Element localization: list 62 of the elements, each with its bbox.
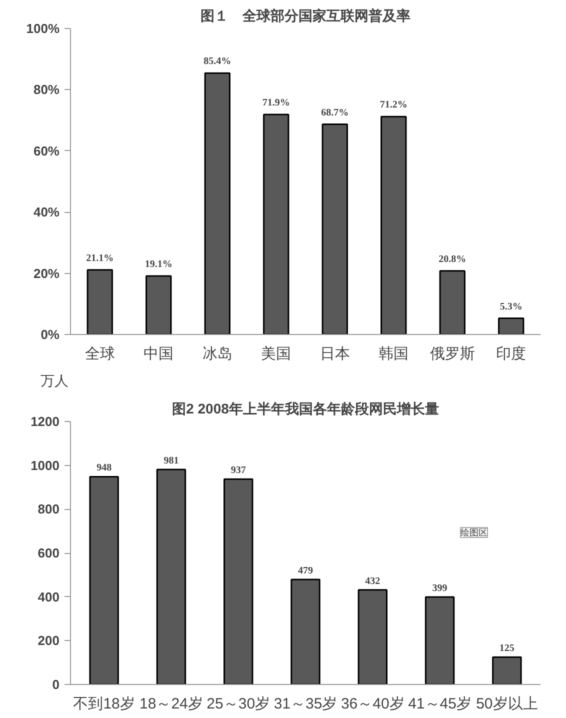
chart-title: 图１ 全球部分国家互联网普及率: [200, 8, 410, 24]
data-label: 399: [432, 583, 448, 594]
annotation: 绘图区: [460, 528, 488, 538]
y-tick-label: 40%: [33, 204, 60, 220]
bar: [290, 578, 320, 684]
y-tick-label: 1000: [30, 458, 60, 473]
bar: [204, 72, 230, 334]
data-label: 948: [96, 462, 112, 474]
y-tick-label: 400: [38, 589, 60, 604]
bar: [224, 478, 254, 684]
data-label: 479: [298, 566, 313, 577]
bar: [156, 468, 186, 684]
data-label: 20.8%: [438, 254, 466, 265]
bar: [498, 318, 524, 334]
bar: [263, 114, 290, 334]
bar: [146, 275, 172, 334]
y-axis-title: 万人: [40, 372, 68, 388]
x-tick-label: 美国: [261, 346, 292, 362]
x-tick-label: 中国: [144, 346, 174, 362]
x-tick-label: 36～40岁: [340, 696, 404, 712]
data-label: 71.9%: [262, 97, 290, 108]
data-label: 432: [365, 576, 380, 587]
y-tick-label: 100%: [26, 21, 60, 36]
y-tick-label: 200: [38, 633, 60, 648]
x-tick-label: 印度: [496, 346, 526, 362]
x-tick-label: 41～45岁: [408, 696, 472, 712]
bar: [322, 124, 348, 334]
x-tick-label: 日本: [320, 346, 350, 362]
data-label: 125: [499, 643, 514, 654]
data-label: 981: [164, 455, 179, 466]
data-label: 68.7%: [321, 107, 349, 118]
x-tick-label: 31～35岁: [274, 696, 338, 712]
bar: [380, 116, 407, 334]
y-tick-label: 20%: [33, 266, 60, 281]
data-label: 21.1%: [86, 252, 114, 264]
x-tick-label: 25～30岁: [206, 696, 270, 712]
data-label: 19.1%: [144, 259, 172, 270]
chart-title: 图2 2008年上半年我国各年龄段网民增长量: [172, 400, 439, 416]
y-tick-label: 1200: [30, 414, 60, 429]
x-tick-label: 韩国: [378, 346, 409, 362]
data-label: 85.4%: [204, 56, 232, 68]
data-label: 71.2%: [380, 100, 408, 111]
bar: [439, 270, 466, 334]
bar: [86, 269, 113, 334]
bar: [358, 589, 388, 684]
y-tick-label: 800: [38, 502, 60, 517]
x-tick-label: 冰岛: [202, 346, 232, 362]
x-tick-label: 全球: [84, 346, 115, 362]
y-tick-label: 600: [38, 546, 60, 560]
x-tick-label: 俄罗斯: [430, 346, 475, 362]
x-tick-label: 18～24岁: [140, 696, 203, 712]
x-tick-label: 不到18岁: [73, 696, 135, 712]
bar: [89, 476, 119, 684]
y-tick-label: 0: [52, 677, 60, 692]
y-tick-label: 0%: [40, 327, 60, 342]
bar: [492, 656, 522, 684]
x-tick-label: 50岁以上: [476, 696, 538, 712]
y-tick-label: 80%: [33, 82, 60, 98]
bar: [424, 596, 455, 684]
data-label: 5.3%: [500, 301, 522, 312]
data-label: 937: [230, 465, 246, 476]
y-tick-label: 60%: [33, 143, 60, 158]
